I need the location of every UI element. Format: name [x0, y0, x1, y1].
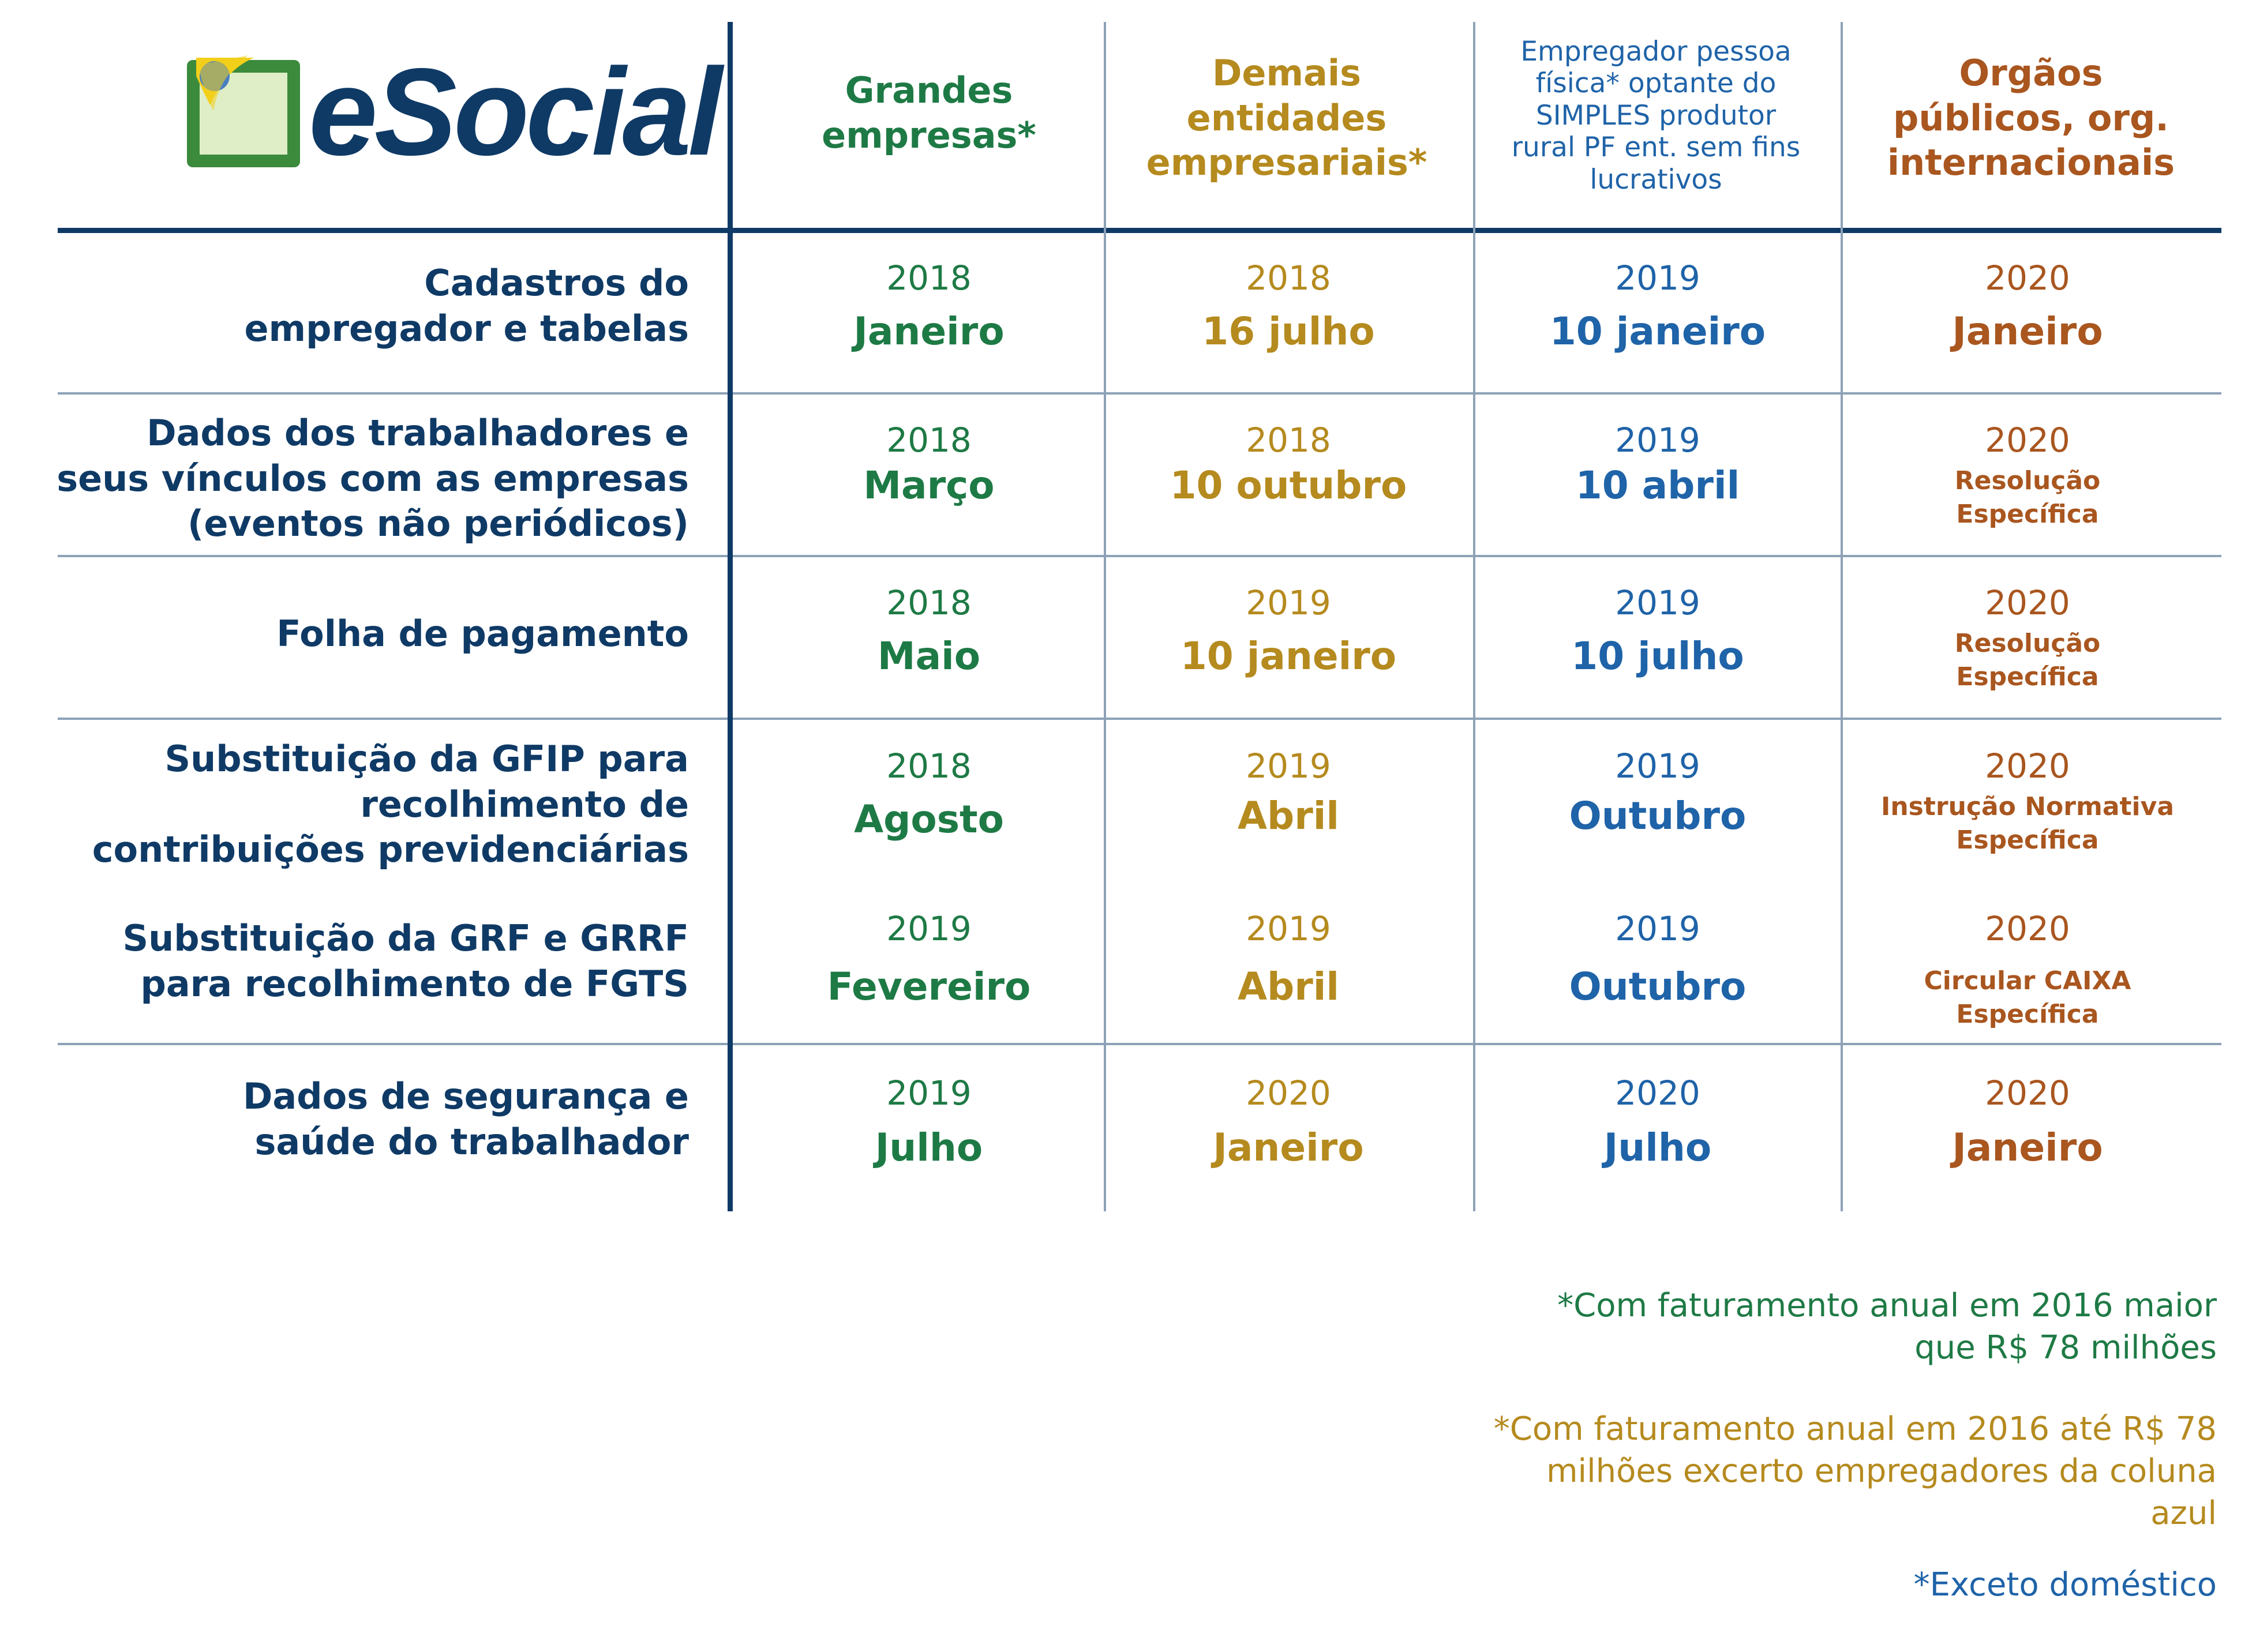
- cell-year: 2020: [1985, 420, 2070, 460]
- cell-value: Fevereiro: [827, 964, 1031, 1009]
- column-header-orgaos-publicos: Orgãos públicos, org. internacionais: [1887, 52, 2175, 183]
- cell-value: Julho: [875, 1125, 983, 1170]
- cell-note: Instrução Normativa Específica: [1880, 792, 2175, 855]
- cell-note: Circular CAIXA Específica: [1924, 966, 2131, 1029]
- cell-r5-c3: 2020 Janeiro: [1843, 1072, 2212, 1172]
- cell-r4-c3: 2020 Circular CAIXA Específica: [1843, 907, 2212, 1031]
- cell-value: Janeiro: [1213, 1125, 1364, 1170]
- cell-r3-c0: 2018 Agosto: [744, 745, 1114, 844]
- cell-year: 2018: [886, 258, 972, 298]
- header-divider: [58, 228, 2221, 233]
- cell-value: 16 julho: [1202, 309, 1375, 354]
- cell-r2-c0: 2018 Maio: [744, 581, 1114, 681]
- cell-r1-c1: 2018 10 outubro: [1104, 419, 1473, 510]
- document-icon: [187, 55, 300, 167]
- row-label-gfip: Substituição da GFIP para recolhimento d…: [92, 738, 689, 871]
- cell-r0-c1: 2018 16 julho: [1104, 257, 1473, 356]
- cell-year: 2020: [1985, 746, 2070, 786]
- cell-r4-c0: 2019 Fevereiro: [744, 907, 1114, 1011]
- cell-r3-c2: 2019 Outubro: [1473, 745, 1842, 840]
- cell-value: Janeiro: [1952, 1125, 2103, 1170]
- cell-r2-c3: 2020 Resolução Específica: [1843, 581, 2212, 693]
- cell-note: Resolução Específica: [1954, 466, 2101, 529]
- cell-year: 2019: [1246, 746, 1331, 786]
- cell-year: 2020: [1985, 258, 2070, 298]
- cell-r3-c3: 2020 Instrução Normativa Específica: [1843, 745, 2212, 857]
- cell-value: Abril: [1237, 794, 1340, 839]
- column-divider: [1104, 22, 1106, 1211]
- cell-r0-c3: 2020 Janeiro: [1843, 257, 2212, 356]
- cell-r4-c2: 2019 Outubro: [1473, 907, 1842, 1011]
- cell-year: 2019: [1615, 909, 1700, 948]
- row-divider: [58, 718, 2221, 720]
- cell-year: 2018: [1246, 258, 1331, 298]
- column-divider: [1473, 22, 1475, 1211]
- label-column-divider: [728, 22, 733, 1211]
- cell-year: 2018: [886, 746, 972, 786]
- row-label-cadastros: Cadastros do empregador e tabelas: [244, 262, 689, 350]
- cell-r5-c0: 2019 Julho: [744, 1072, 1114, 1172]
- cell-year: 2020: [1985, 583, 2070, 622]
- row-divider: [58, 1043, 2221, 1045]
- cell-value: Abril: [1237, 964, 1340, 1009]
- row-label-folha: Folha de pagamento: [276, 613, 689, 655]
- cell-value: 10 julho: [1571, 634, 1744, 679]
- cell-r1-c0: 2018 Março: [744, 419, 1114, 510]
- cell-year: 2019: [1246, 909, 1331, 948]
- cell-value: 10 abril: [1575, 463, 1740, 508]
- cell-value: Agosto: [854, 797, 1004, 842]
- cell-r2-c2: 2019 10 julho: [1473, 581, 1842, 681]
- cell-year: 2019: [1615, 258, 1700, 298]
- cell-year: 2019: [1246, 583, 1331, 622]
- row-label-seguranca: Dados de segurança e saúde do trabalhado…: [242, 1075, 689, 1163]
- footnote-demais-entidades: *Com faturamento anual em 2016 até R$ 78…: [1493, 1410, 2217, 1532]
- cell-year: 2019: [1615, 746, 1700, 786]
- cell-value: Janeiro: [1952, 309, 2103, 354]
- footnote-grandes-empresas: *Com faturamento anual em 2016 maior que…: [1557, 1287, 2217, 1366]
- cell-year: 2018: [1246, 420, 1331, 460]
- cell-year: 2020: [1615, 1073, 1700, 1113]
- cell-value: 10 janeiro: [1180, 634, 1397, 679]
- row-label-grf: Substituição da GRF e GRRF para recolhim…: [122, 917, 689, 1005]
- cell-value: 10 outubro: [1170, 463, 1407, 508]
- cell-r1-c2: 2019 10 abril: [1473, 419, 1842, 510]
- cell-value: Julho: [1603, 1125, 1712, 1170]
- cell-r0-c0: 2018 Janeiro: [744, 257, 1114, 356]
- logo-wordmark: eSocial: [309, 42, 722, 181]
- footnote-exceto-domestico: *Exceto doméstico: [1913, 1566, 2217, 1604]
- column-header-demais-entidades: Demais entidades empresariais*: [1146, 52, 1427, 183]
- cell-year: 2018: [886, 583, 972, 622]
- cell-year: 2019: [886, 1073, 972, 1113]
- cell-value: Janeiro: [853, 309, 1005, 354]
- cell-r3-c1: 2019 Abril: [1104, 745, 1473, 840]
- cell-r2-c1: 2019 10 janeiro: [1104, 581, 1473, 681]
- column-header-empregador-pf: Empregador pessoa física* optante do SIM…: [1511, 36, 1801, 196]
- cell-r5-c1: 2020 Janeiro: [1104, 1072, 1473, 1172]
- row-divider: [58, 555, 2221, 557]
- cell-value: Outubro: [1569, 794, 1747, 839]
- cell-year: 2019: [1615, 420, 1700, 460]
- cell-r4-c1: 2019 Abril: [1104, 907, 1473, 1011]
- column-header-grandes-empresas: Grandes empresas*: [822, 69, 1036, 156]
- cell-value: Outubro: [1569, 964, 1747, 1009]
- cell-value: 10 janeiro: [1549, 309, 1766, 354]
- cell-year: 2020: [1985, 909, 2070, 948]
- cell-note: Resolução Específica: [1954, 629, 2101, 692]
- cell-value: Março: [863, 463, 995, 508]
- cell-year: 2018: [886, 420, 972, 460]
- cell-year: 2019: [1615, 583, 1700, 622]
- row-label-dados-trabalhadores: Dados dos trabalhadores e seus vínculos …: [57, 412, 689, 545]
- cell-r0-c2: 2019 10 janeiro: [1473, 257, 1842, 356]
- cell-value: Maio: [877, 634, 981, 679]
- cell-r5-c2: 2020 Julho: [1473, 1072, 1842, 1172]
- column-divider: [1841, 22, 1843, 1211]
- cell-r1-c3: 2020 Resolução Específica: [1843, 419, 2212, 531]
- esocial-logo: eSocial: [185, 50, 722, 180]
- cell-year: 2020: [1246, 1073, 1331, 1113]
- row-divider: [58, 392, 2221, 395]
- cell-year: 2019: [886, 909, 972, 948]
- cell-year: 2020: [1985, 1073, 2070, 1113]
